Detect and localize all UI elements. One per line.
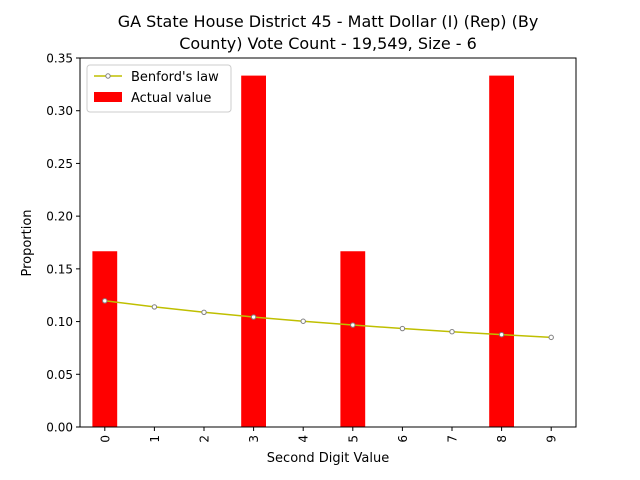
x-tick-label: 0 [98, 435, 112, 443]
benford-point-4 [300, 318, 306, 324]
chart-title-line-2: County) Vote Count - 19,549, Size - 6 [179, 34, 477, 53]
benford-point-5 [350, 322, 356, 328]
bar-digit-0 [92, 251, 118, 427]
y-axis-label: Proportion [20, 209, 35, 276]
y-tick-label: 0.00 [46, 421, 73, 435]
benford-line [104, 300, 552, 339]
legend: Benford's law Actual value [86, 64, 232, 113]
benford-point-9 [548, 334, 554, 341]
x-axis-label: Second Digit Value [267, 451, 389, 466]
x-axis-ticks: 0 1 2 3 4 5 6 7 8 9 [98, 427, 559, 443]
legend-bar-swatch [94, 92, 122, 102]
y-tick-label: 0.20 [46, 210, 73, 224]
benford-point-8 [498, 331, 505, 338]
bar-digit-5 [340, 251, 366, 427]
x-tick-label: 7 [446, 435, 460, 443]
bar-series-actual-value [92, 75, 514, 428]
plot-frame [79, 57, 577, 428]
bar-digit-8 [489, 75, 514, 428]
y-axis-ticks: 0.00 0.05 0.10 0.15 0.20 0.25 0.30 0.35 [46, 52, 80, 435]
x-tick-label: 8 [495, 435, 509, 443]
x-tick-label: 5 [346, 435, 360, 443]
legend-label-benfords-law: Benford's law [131, 70, 219, 85]
line-series-benfords-law [102, 298, 554, 341]
benford-point-1 [151, 304, 158, 310]
x-tick-label: 4 [297, 435, 311, 443]
benford-point-6 [399, 325, 406, 332]
chart-title-line-1: GA State House District 45 - Matt Dollar… [118, 12, 539, 31]
y-tick-label: 0.25 [46, 157, 73, 171]
benford-point-3 [250, 314, 257, 320]
y-tick-label: 0.35 [46, 52, 73, 66]
legend-line-marker [105, 73, 111, 79]
benford-point-2 [201, 309, 207, 315]
x-tick-label: 6 [396, 435, 410, 443]
x-tick-label: 3 [247, 435, 261, 443]
y-tick-label: 0.05 [46, 368, 73, 382]
legend-label-actual-value: Actual value [131, 91, 211, 106]
bar-digit-3 [241, 75, 266, 428]
y-tick-label: 0.15 [46, 262, 73, 276]
y-tick-label: 0.30 [46, 104, 73, 118]
legend-box [86, 64, 232, 113]
x-tick-label: 9 [545, 435, 559, 443]
benford-point-7 [449, 328, 455, 335]
y-tick-label: 0.10 [46, 315, 73, 329]
x-tick-label: 2 [198, 435, 212, 443]
x-tick-label: 1 [148, 435, 162, 443]
benford-point-0 [102, 298, 108, 304]
